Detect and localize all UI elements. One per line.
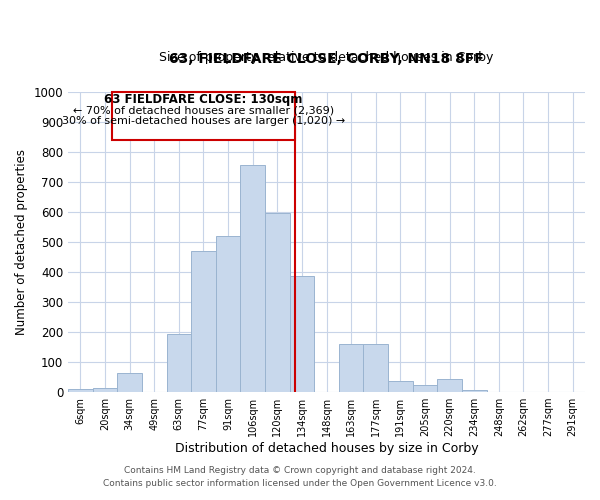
Title: Size of property relative to detached houses in Corby: Size of property relative to detached ho… [160, 51, 494, 64]
Bar [364, 344, 388, 392]
X-axis label: Distribution of detached houses by size in Corby: Distribution of detached houses by size … [175, 442, 478, 455]
Text: Contains HM Land Registry data © Crown copyright and database right 2024.
Contai: Contains HM Land Registry data © Crown c… [103, 466, 497, 487]
Bar [167, 334, 191, 392]
Bar [117, 372, 142, 392]
Text: 63 FIELDFARE CLOSE: 130sqm: 63 FIELDFARE CLOSE: 130sqm [104, 92, 303, 106]
Bar [339, 344, 364, 392]
Text: 30% of semi-detached houses are larger (1,020) →: 30% of semi-detached houses are larger (… [62, 116, 345, 126]
Bar [462, 390, 487, 392]
Bar [241, 166, 265, 392]
Bar [68, 389, 92, 392]
Bar [191, 251, 216, 392]
Bar [388, 380, 413, 392]
Bar [437, 378, 462, 392]
Bar [413, 384, 437, 392]
Y-axis label: Number of detached properties: Number of detached properties [15, 149, 28, 335]
Bar [290, 276, 314, 392]
Text: ← 70% of detached houses are smaller (2,369): ← 70% of detached houses are smaller (2,… [73, 106, 334, 116]
Bar [216, 236, 241, 392]
Text: 63, FIELDFARE CLOSE, CORBY, NN18 8FF: 63, FIELDFARE CLOSE, CORBY, NN18 8FF [169, 52, 484, 66]
Bar [265, 214, 290, 392]
Bar [92, 388, 117, 392]
FancyBboxPatch shape [112, 92, 295, 140]
